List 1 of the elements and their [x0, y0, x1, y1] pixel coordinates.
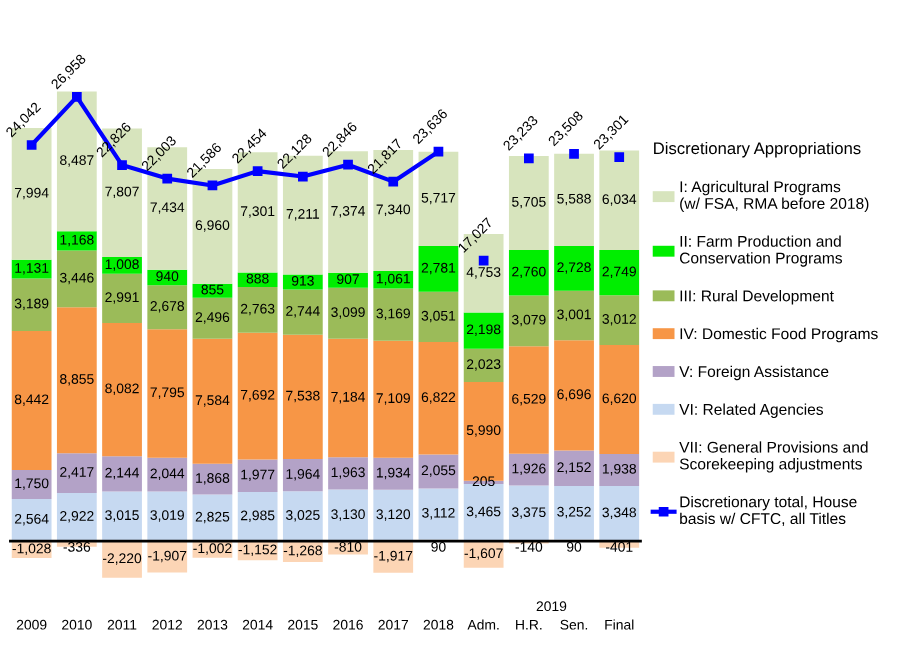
legend-title: Discretionary Appropriations [654, 141, 861, 158]
